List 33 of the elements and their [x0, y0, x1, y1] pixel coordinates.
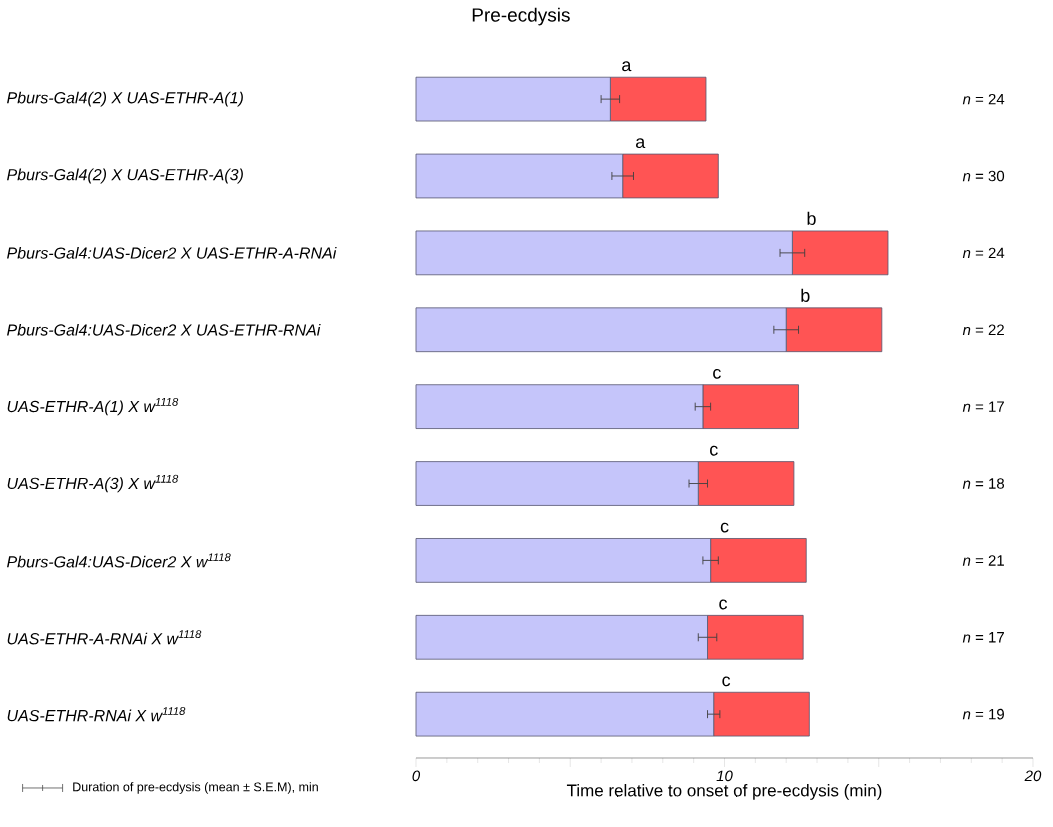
y-tick-label: UAS-ETHR-RNAi X w$^{1118}$	[7, 707, 186, 722]
annotation: n = 17	[962, 401, 1004, 412]
x-tick-label: 10	[716, 770, 733, 782]
annotation: b	[807, 211, 816, 225]
annotation: c	[720, 522, 729, 533]
annotation: n = 17	[962, 632, 1004, 643]
y-tick-label: UAS-ETHR-A(3) X w$^{1118}$	[7, 474, 179, 493]
annotation: c	[713, 368, 721, 379]
y-tick-label: Pburs-Gal4:UAS-Dicer2 X UAS-ETHR-RNAi	[7, 323, 321, 336]
annotation: n = 24	[962, 93, 1005, 105]
y-tick-label: UAS-ETHR-A-RNAi X w$^{1118}$	[7, 630, 202, 645]
y-tick-label: Pburs-Gal4:UAS-Dicer2 X w$^{1118}$	[7, 553, 231, 568]
annotation: b	[801, 288, 810, 302]
annotation: c	[719, 599, 728, 610]
x-axis-title: Time relative to onset of pre-ecdysis (min)	[566, 784, 882, 800]
y-tick-label: Pburs-Gal4(2) X UAS-ETHR-A(1)	[7, 91, 243, 107]
y-tick-label: UAS-ETHR-A(1) X w$^{1118}$	[7, 397, 179, 416]
annotation: n = 19	[962, 708, 1004, 720]
annotation: n = 30	[962, 170, 1005, 182]
chart-title: Pre-ecdysis	[472, 7, 570, 26]
annotation: a	[622, 61, 632, 72]
annotation: n = 18	[962, 478, 1005, 489]
annotation: n = 24	[962, 247, 1005, 259]
y-tick-label: Pburs-Gal4(2) X UAS-ETHR-A(3)	[7, 168, 243, 184]
x-tick-label: 20	[1024, 770, 1042, 782]
y-tick-label: Pburs-Gal4:UAS-Dicer2 X UAS-ETHR-A-RNAi	[7, 247, 337, 259]
x-tick-label: 0	[412, 770, 421, 782]
annotation: c	[710, 445, 718, 456]
annotation: n = 22	[962, 324, 1004, 335]
annotation: c	[722, 676, 731, 687]
annotation: n = 21	[962, 555, 1004, 566]
annotation: a	[636, 138, 646, 149]
text: Duration of pre-ecdysis (mean ± S.E.M), min	[73, 782, 318, 794]
